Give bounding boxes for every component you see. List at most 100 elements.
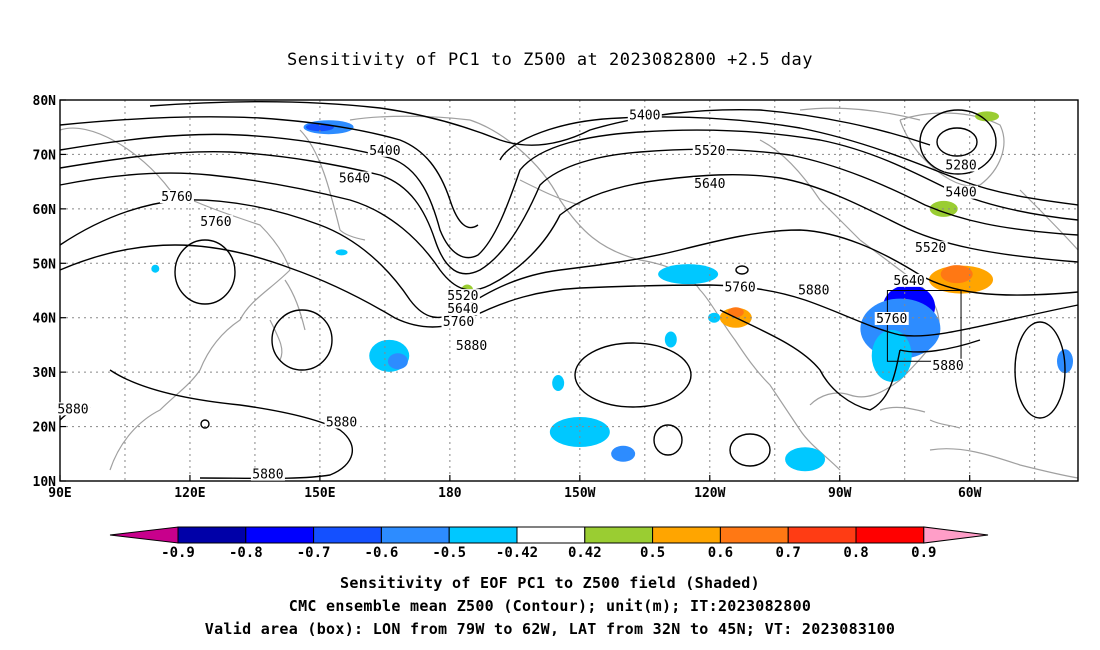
shading-blob — [975, 111, 1000, 122]
shading-blob — [611, 445, 636, 462]
colorbar-extend-low — [109, 526, 179, 544]
contour-label: 5760 — [443, 315, 474, 330]
contour-label: 5400 — [945, 186, 976, 201]
coastlines — [59, 107, 1079, 479]
contour-label-bg — [441, 315, 476, 329]
colorbar-swatch — [177, 526, 247, 544]
colorbar-label: -0.42 — [496, 545, 538, 561]
lat-label: 30N — [33, 366, 57, 381]
plot-title: Sensitivity of PC1 to Z500 at 2023082800… — [286, 50, 813, 70]
lon-label: 90E — [48, 486, 71, 501]
contour-label: 5880 — [456, 339, 487, 354]
contour-label: 5880 — [252, 468, 283, 483]
colorbar-swatch — [719, 526, 789, 544]
colorbar-label: 0.8 — [843, 545, 868, 561]
lat-label: 80N — [33, 94, 57, 109]
lon-label: 90W — [828, 486, 852, 501]
colorbar-swatch — [245, 526, 315, 544]
colorbar-swatch — [787, 526, 857, 544]
contour-label: 5280 — [945, 158, 976, 173]
lon-label: 120E — [174, 486, 205, 501]
colorbar-label: 0.7 — [776, 545, 801, 561]
shading-blob — [664, 331, 677, 348]
lat-label: 40N — [33, 312, 57, 327]
colorbar-label: -0.6 — [365, 545, 399, 561]
contour-label: 5760 — [161, 190, 192, 205]
contour-label: 5520 — [915, 241, 946, 256]
shading-blob — [658, 264, 719, 285]
contour-label: 5520 — [694, 144, 725, 159]
valid-area-box — [886, 290, 962, 362]
lat-label: 10N — [33, 475, 57, 490]
plot-frame — [59, 99, 1079, 482]
contour-label: 5760 — [200, 215, 231, 230]
contour-label-bg — [627, 108, 662, 122]
colorbar-label: -0.5 — [432, 545, 466, 561]
contour-label-bg — [892, 273, 927, 287]
z500-contours — [59, 101, 1079, 480]
lat-lon-grid — [60, 100, 1078, 481]
contour-label-bg — [159, 190, 194, 204]
caption-valid-area: Valid area (box): LON from 79W to 62W, L… — [204, 620, 896, 638]
colorbar-label: 0.42 — [568, 545, 602, 561]
contour-label-bg — [692, 143, 727, 157]
contour-label: 5880 — [798, 284, 829, 299]
colorbar-swatch — [448, 526, 518, 544]
colorbar-label: -0.8 — [229, 545, 263, 561]
contour-label-bg — [198, 215, 233, 229]
colorbar-extend-high — [923, 526, 989, 544]
colorbar-label: -0.9 — [161, 545, 195, 561]
shading-blob — [151, 264, 160, 273]
contour-label: 5400 — [629, 108, 660, 123]
contour-label-bg — [692, 176, 727, 190]
contour-label-bg — [874, 311, 909, 325]
contour-label: 5880 — [932, 359, 963, 374]
contour-label: 5640 — [447, 302, 478, 317]
colorbar-swatch — [855, 526, 925, 544]
contour-label-bg — [324, 415, 359, 429]
contour-label: 5880 — [57, 402, 88, 417]
colorbar-swatch — [652, 526, 721, 544]
contour-label-bg — [250, 467, 285, 481]
contour-label-bg — [796, 283, 831, 297]
shading-blob — [785, 447, 826, 472]
colorbar-swatch — [584, 526, 654, 544]
contour-label-bg — [944, 158, 979, 172]
latitude-labels: 80N 70N 60N 50N 40N 30N 20N 10N — [33, 94, 66, 490]
colorbar-label: 0.9 — [911, 545, 936, 561]
lon-label: 150W — [564, 486, 595, 501]
caption-shading: Sensitivity of EOF PC1 to Z500 field (Sh… — [340, 574, 760, 592]
contour-label-bg — [55, 402, 90, 416]
contour-label-bg — [723, 280, 758, 294]
contour-label-bg — [445, 302, 480, 316]
colorbar-swatch — [313, 526, 382, 544]
colorbar-label: 0.5 — [640, 545, 665, 561]
lat-label: 70N — [33, 148, 57, 163]
lon-label: 180 — [438, 486, 462, 501]
contour-label-bg — [445, 289, 480, 303]
shading-blob — [940, 265, 973, 284]
colorbar: -0.9 -0.8 -0.7 -0.6 -0.5 -0.42 0.42 0.5 0.6 0.7 0.… — [109, 526, 989, 561]
contour-label: 5640 — [339, 172, 370, 187]
sensitivity-shading — [151, 111, 1074, 472]
shading-blob — [335, 249, 348, 256]
lat-label: 20N — [33, 421, 57, 436]
shading-blob — [727, 307, 744, 318]
lon-label: 60W — [958, 486, 982, 501]
colorbar-label: 0.6 — [708, 545, 733, 561]
lat-label: 50N — [33, 257, 57, 272]
contour-label: 5520 — [447, 289, 478, 304]
contour-label: 5640 — [694, 177, 725, 192]
contour-label: 5760 — [724, 280, 755, 295]
colorbar-swatch — [380, 526, 450, 544]
shading-blob — [549, 417, 610, 448]
colorbar-swatch — [516, 526, 586, 544]
shading-blob — [871, 329, 912, 382]
lon-label: 150E — [304, 486, 335, 501]
contour-label-bg — [913, 241, 948, 255]
contour-label-bg — [454, 339, 489, 353]
lat-label: 60N — [33, 203, 57, 218]
contour-label-bg — [944, 185, 979, 199]
colorbar-label: -0.7 — [297, 545, 331, 561]
